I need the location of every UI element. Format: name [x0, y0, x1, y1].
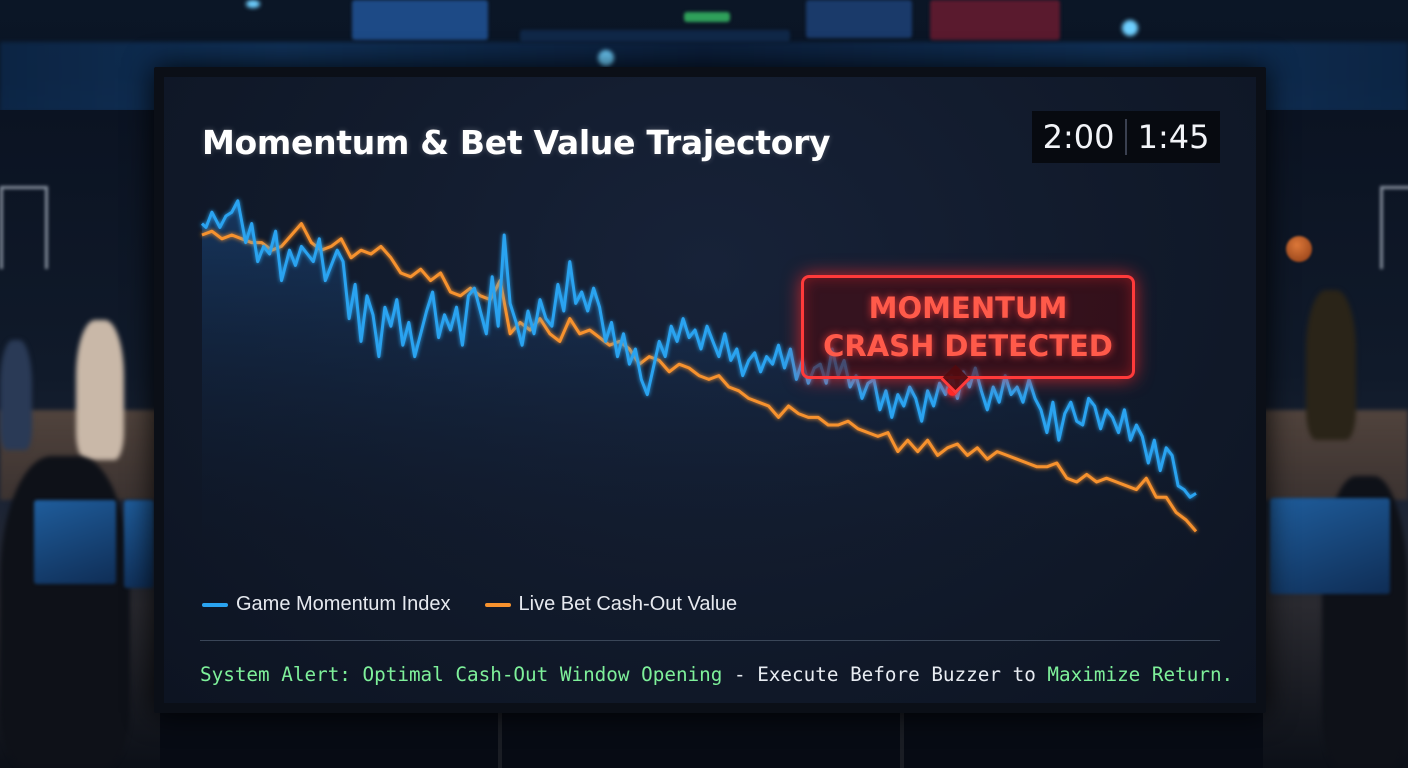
alert-text: - Execute Before Buzzer to	[722, 663, 1048, 686]
legend-label-cashout: Live Bet Cash-Out Value	[518, 593, 738, 615]
line-chart	[200, 199, 1198, 578]
ceiling-light	[1122, 20, 1138, 36]
screen-stand	[498, 708, 502, 768]
basketball-hoop	[0, 186, 48, 269]
legend-item-cashout: Live Bet Cash-Out Value	[484, 593, 738, 616]
game-clock-right: 1:45	[1137, 118, 1210, 156]
ceiling-scoreboard	[806, 0, 912, 38]
game-clock-divider	[1125, 119, 1127, 155]
legend-label-momentum: Game Momentum Index	[236, 593, 451, 615]
momentum-area-fill	[202, 200, 1196, 578]
callout-line-1: MOMENTUM	[868, 291, 1068, 325]
legend-swatch-cashout	[484, 602, 511, 607]
legend-swatch-momentum	[202, 602, 228, 607]
screen-stand	[900, 708, 904, 768]
basketball-hoop	[1380, 186, 1408, 269]
ceiling-light	[246, 0, 260, 8]
series-line-momentum-index	[200, 199, 1197, 499]
chart-title: Momentum & Bet Value Trajectory	[202, 123, 831, 162]
player-figure	[1306, 290, 1356, 440]
game-clock-left: 2:00	[1042, 118, 1115, 156]
alert-highlight: System Alert: Optimal Cash-Out Window Op…	[200, 663, 723, 686]
ceiling-scoreboard	[930, 0, 1060, 40]
momentum-crash-callout: MOMENTUM CRASH DETECTED	[801, 275, 1135, 379]
alert-highlight-return: Maximize Return.	[1047, 663, 1234, 686]
side-monitor	[124, 500, 154, 588]
ceiling-scoreboard	[684, 12, 730, 22]
basketball	[1286, 236, 1312, 262]
series-line-cash-out-value	[201, 222, 1198, 533]
ceiling-light	[598, 50, 614, 66]
chart-panel: Momentum & Bet Value Trajectory 2:00 1:4…	[164, 77, 1256, 703]
chart-legend: Game Momentum Index Live Bet Cash-Out Va…	[202, 593, 771, 616]
player-figure	[76, 320, 124, 460]
callout-line-2: CRASH DETECTED	[823, 329, 1113, 363]
game-clock: 2:00 1:45	[1032, 111, 1220, 163]
legend-item-momentum: Game Momentum Index	[202, 593, 451, 616]
system-alert-message: System Alert: Optimal Cash-Out Window Op…	[200, 663, 1233, 686]
side-monitor	[1270, 498, 1390, 594]
player-figure	[0, 340, 32, 450]
footer-divider	[200, 640, 1220, 641]
side-monitor	[34, 500, 116, 584]
ceiling-scoreboard	[520, 30, 790, 42]
main-display: Momentum & Bet Value Trajectory 2:00 1:4…	[154, 67, 1266, 713]
ceiling-scoreboard	[352, 0, 488, 40]
